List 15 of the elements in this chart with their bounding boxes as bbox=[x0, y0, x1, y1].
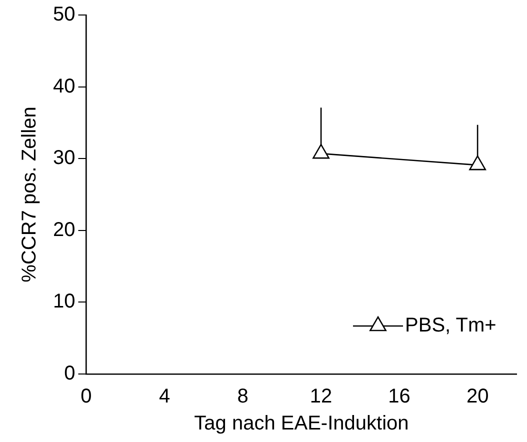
y-tick-label: 50 bbox=[52, 4, 76, 26]
y-tick-label: 30 bbox=[52, 147, 76, 170]
legend-label: PBS, Tm+ bbox=[405, 314, 496, 337]
x-tick-label: 0 bbox=[80, 386, 92, 408]
y-tick-label: 10 bbox=[52, 290, 76, 313]
y-tick-label: 20 bbox=[52, 218, 76, 241]
y-tick-label: 0 bbox=[64, 362, 76, 385]
x-tick-label: 20 bbox=[466, 386, 489, 408]
x-tick-label: 12 bbox=[310, 386, 332, 408]
x-tick-label: 4 bbox=[158, 386, 170, 408]
x-tick-label: 8 bbox=[237, 386, 248, 408]
y-axis-title: %CCR7 pos. Zellen bbox=[18, 106, 41, 282]
x-tick-label: 16 bbox=[388, 386, 410, 408]
y-tick-label: 40 bbox=[52, 75, 76, 98]
x-axis-title: Tag nach EAE-Induktion bbox=[194, 412, 409, 435]
